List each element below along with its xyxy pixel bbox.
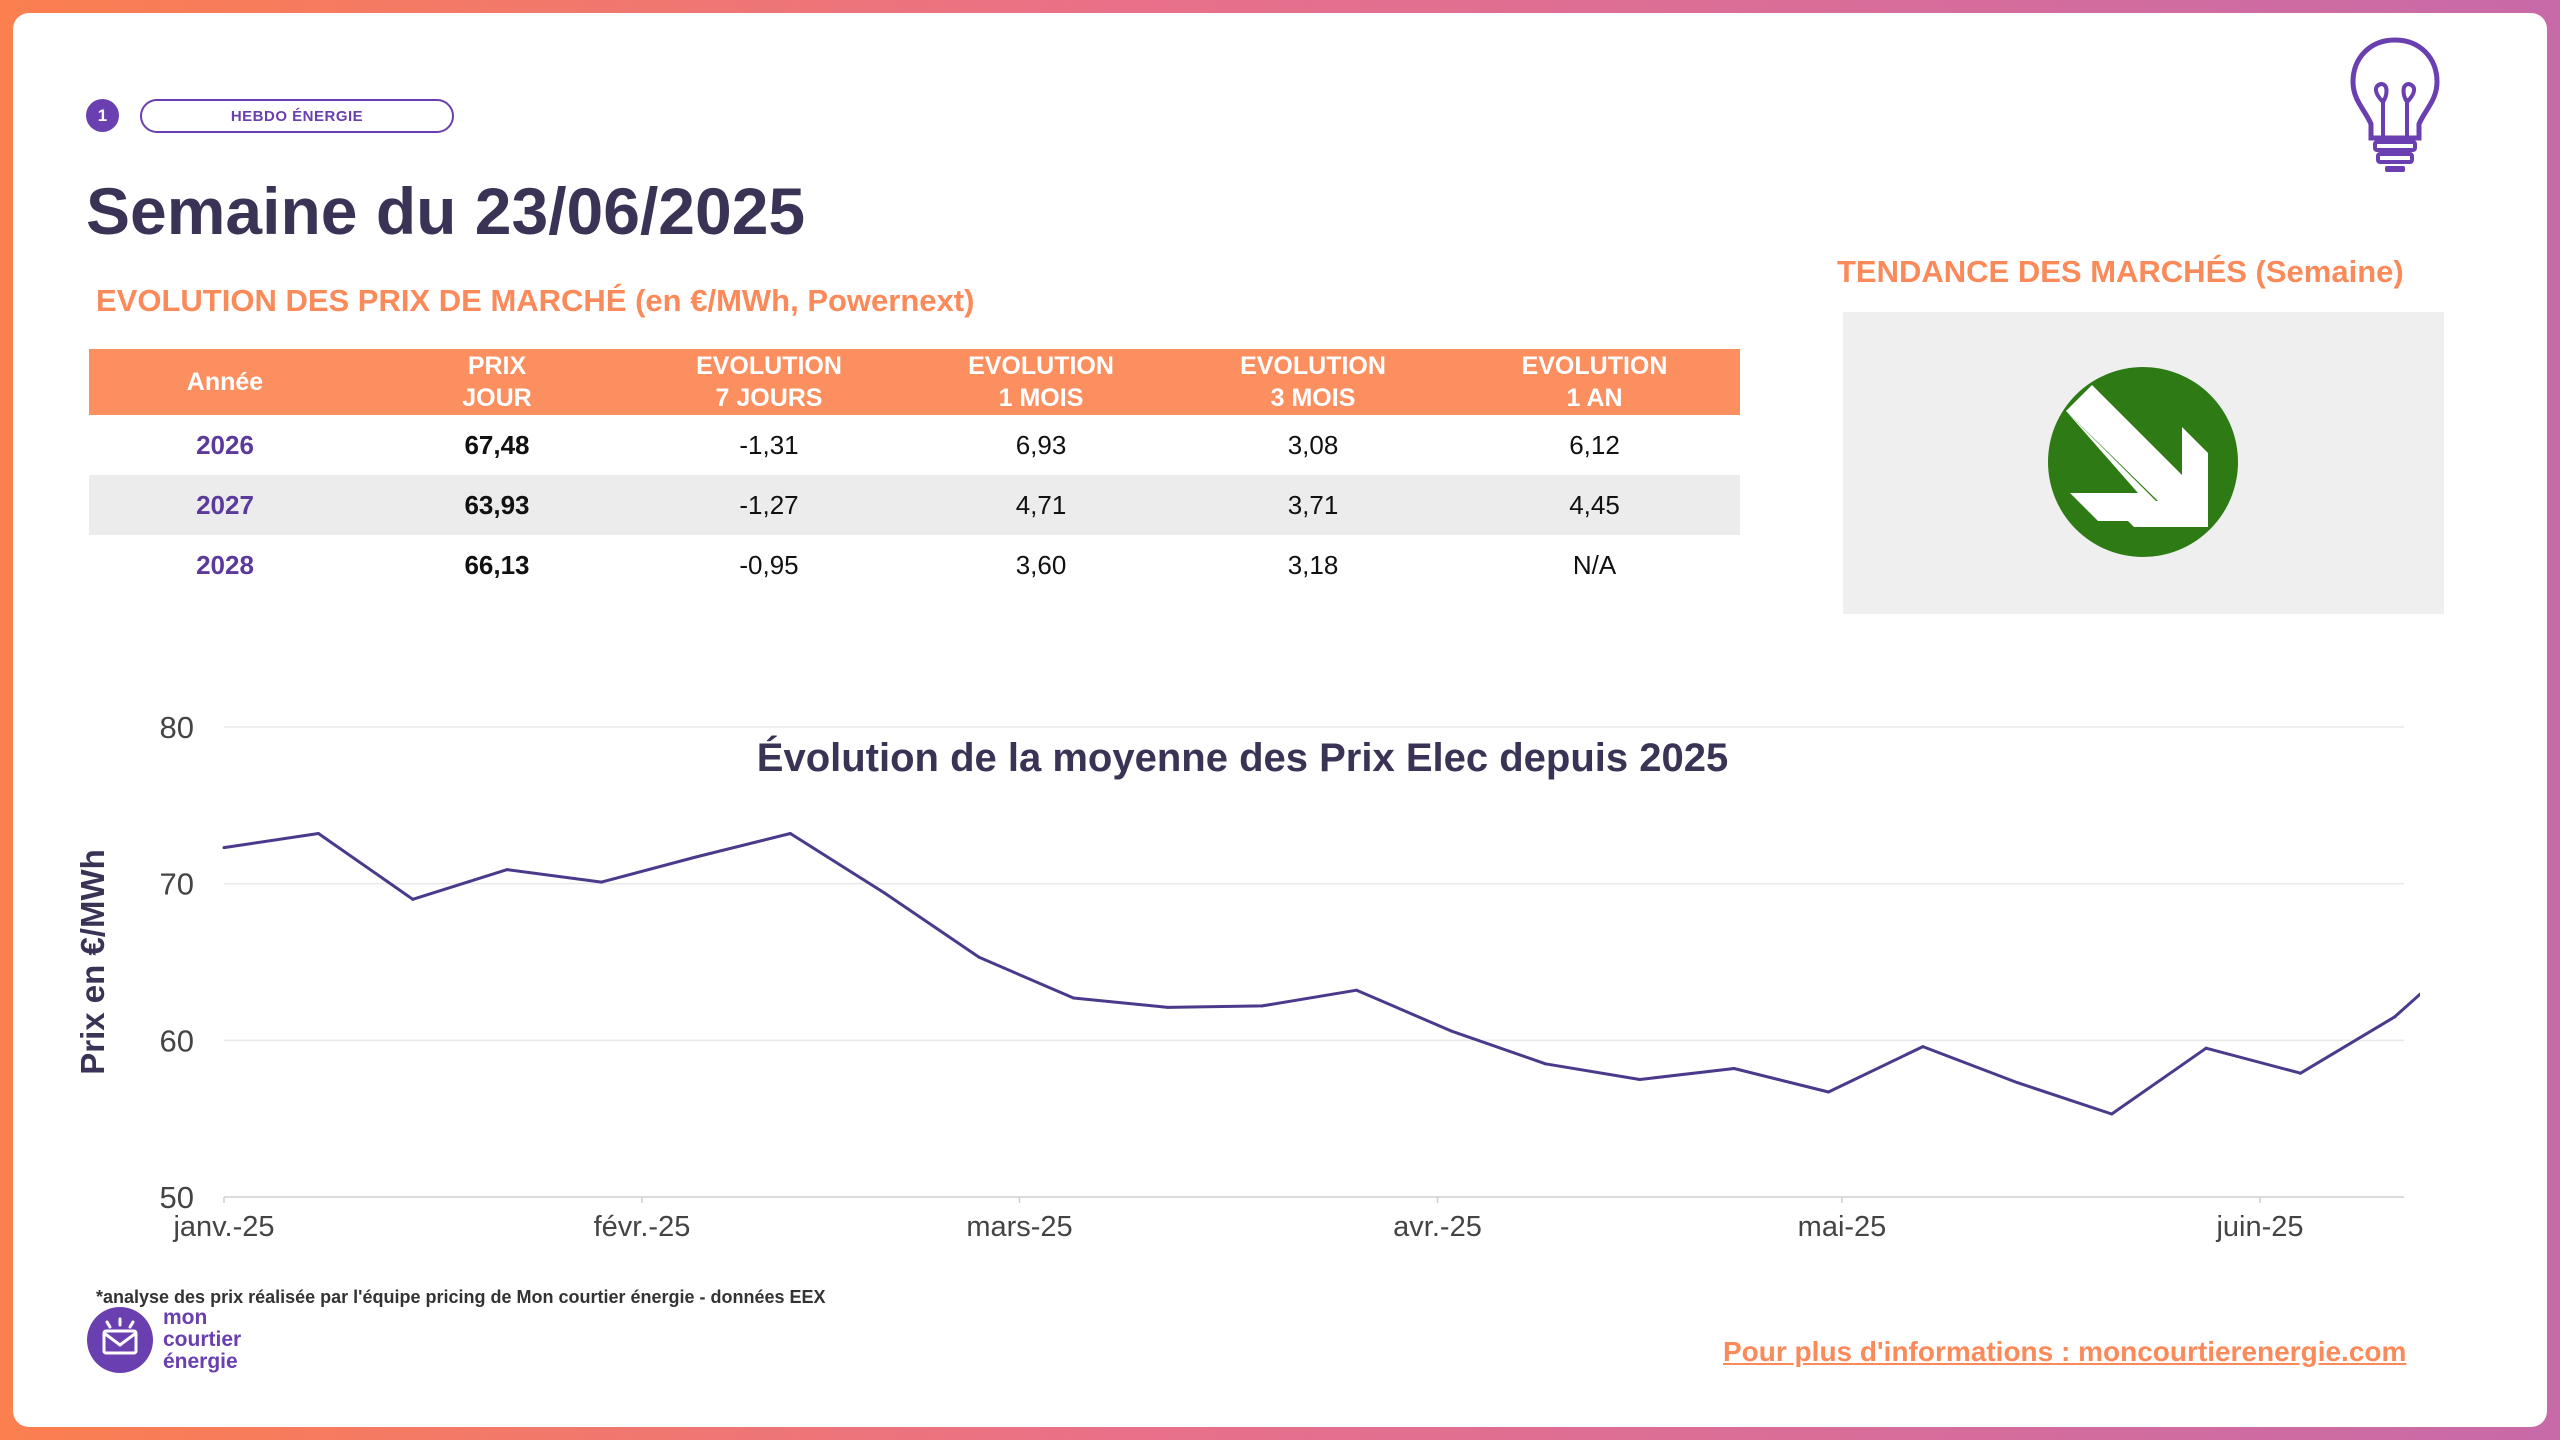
data-point: [1166, 1005, 1170, 1009]
chart-title: Évolution de la moyenne des Prix Elec de…: [756, 736, 1729, 780]
data-point: [1449, 1029, 1453, 1033]
market-prices-section-title: EVOLUTION DES PRIX DE MARCHÉ (en €/MWh, …: [96, 283, 975, 318]
logo-line: énergie: [163, 1350, 238, 1373]
data-point: [1543, 1062, 1547, 1066]
data-point: [316, 832, 320, 836]
market-prices-table: Année PRIX JOUR EVOLUTION 7 JOURS EVOLUTIO…: [89, 349, 1740, 595]
cell-evolution-1-month: 3,60: [1015, 549, 1067, 580]
x-tick-label: mars-25: [966, 1211, 1072, 1243]
logo-line: courtier: [163, 1328, 242, 1351]
data-point: [694, 855, 698, 859]
y-tick-label: 50: [160, 1180, 194, 1215]
data-point: [788, 832, 792, 836]
x-tick-label: janv.-25: [172, 1211, 274, 1243]
data-point: [2204, 1046, 2208, 1050]
header-evolution-7-days: EVOLUTION 7 JOURS: [633, 349, 905, 415]
header-line: 1 AN: [1566, 384, 1623, 412]
cell-year: 2026: [196, 429, 254, 460]
hebdo-tag: HEBDO ÉNERGIE: [140, 99, 454, 133]
header-evolution-3-months: EVOLUTION 3 MOIS: [1177, 349, 1449, 415]
data-point: [2298, 1071, 2302, 1075]
header-line: JOUR: [462, 384, 532, 412]
data-point: [222, 846, 226, 850]
header-line: EVOLUTION: [696, 352, 842, 380]
logo-wordmark: mon courtier énergie: [163, 1307, 241, 1373]
header-evolution-1-year: EVOLUTION 1 AN: [1449, 349, 1740, 415]
cell-day-price: 67,48: [464, 429, 530, 460]
cell-evolution-3-months: 3,08: [1287, 429, 1339, 460]
cell-evolution-7-days: -0,95: [739, 549, 799, 580]
data-point: [505, 868, 509, 872]
slide-card: [13, 13, 2547, 1427]
y-tick-label: 70: [160, 867, 194, 902]
header-line: EVOLUTION: [968, 352, 1114, 380]
x-tick-label: mai-25: [1798, 1211, 1887, 1243]
table-header-row: Année PRIX JOUR EVOLUTION 7 JOURS EVOLUTIO…: [89, 349, 1740, 415]
header-line: PRIX: [467, 352, 527, 380]
table-row: 2028 66,13 -0,95 3,60 3,18 N/A: [89, 535, 1740, 595]
series-line: [223, 832, 2420, 1116]
header-line: EVOLUTION: [1240, 352, 1386, 380]
analysis-footnote: *analyse des prix réalisée par l'équipe …: [96, 1287, 826, 1307]
market-trend-title: TENDANCE DES MARCHÉS (Semaine): [1837, 254, 2404, 289]
x-tick-label: avr.-25: [1393, 1211, 1482, 1243]
data-point: [977, 955, 981, 959]
cell-evolution-1-month: 6,93: [1015, 429, 1067, 460]
trend-indicator: [2048, 367, 2238, 557]
cell-evolution-1-year: N/A: [1572, 549, 1617, 580]
data-point: [883, 891, 887, 895]
cell-year: 2027: [89, 475, 361, 535]
cell-evolution-1-month: 4,71: [905, 475, 1177, 535]
data-point: [411, 897, 415, 901]
cell-evolution-3-months: 3,71: [1177, 475, 1449, 535]
cell-evolution-1-year: 4,45: [1449, 475, 1740, 535]
data-point: [1921, 1045, 1925, 1049]
header-line: 7 JOURS: [715, 384, 823, 412]
header-evolution-1-month: EVOLUTION 1 MOIS: [905, 349, 1177, 415]
market-trend-panel: [1843, 312, 2444, 614]
header-line: Année: [186, 368, 264, 396]
data-point: [1260, 1004, 1264, 1008]
x-tick-label: juin-25: [2215, 1211, 2303, 1243]
header-year: Année: [89, 349, 361, 415]
y-axis-label: Prix en €/MWh: [74, 849, 111, 1075]
data-point: [1355, 988, 1359, 992]
data-point: [2015, 1081, 2019, 1085]
page-title: Semaine du 23/06/2025: [86, 174, 806, 248]
data-point: [1638, 1078, 1642, 1081]
cell-day-price: 63,93: [361, 475, 633, 535]
company-logo[interactable]: mon courtier énergie: [87, 1307, 241, 1373]
header-line: EVOLUTION: [1521, 352, 1668, 380]
more-info-link[interactable]: Pour plus d'informations : moncourtieren…: [1723, 1336, 2407, 1367]
data-point: [600, 880, 604, 884]
y-tick-label: 60: [160, 1023, 194, 1058]
cell-evolution-1-year: 6,12: [1569, 429, 1620, 460]
cell-evolution-7-days: -1,31: [739, 429, 799, 460]
data-point: [2110, 1112, 2114, 1116]
data-point: [1071, 996, 1075, 1000]
cell-day-price: 66,13: [464, 549, 530, 580]
y-tick-label: 80: [160, 710, 194, 745]
logo-envelope-icon: [87, 1307, 153, 1373]
page-number-badge: 1: [86, 99, 119, 132]
data-point: [2393, 1015, 2397, 1019]
logo-line: mon: [163, 1306, 208, 1329]
header-line: 3 MOIS: [1270, 384, 1356, 412]
cell-evolution-3-months: 3,18: [1287, 549, 1339, 580]
cell-evolution-7-days: -1,27: [633, 475, 905, 535]
cell-year: 2028: [196, 549, 254, 580]
header-line: 1 MOIS: [998, 384, 1084, 412]
x-tick-label: févr.-25: [594, 1211, 691, 1243]
data-point: [1827, 1090, 1831, 1094]
table-row: 2027 63,93 -1,27 4,71 3,71 4,45: [89, 475, 1740, 535]
header-day-price: PRIX JOUR: [361, 349, 633, 415]
table-row: 2026 67,48 -1,31 6,93 3,08 6,12: [89, 415, 1740, 475]
lightbulb-icon: [2350, 37, 2440, 172]
data-point: [1732, 1067, 1736, 1071]
price-line-chart: 50 60 70 80 janv.-25 févr.-25 mars-25 avr.-25 ma…: [74, 710, 2420, 1243]
arrow-down-right-icon: [2066, 385, 2208, 527]
